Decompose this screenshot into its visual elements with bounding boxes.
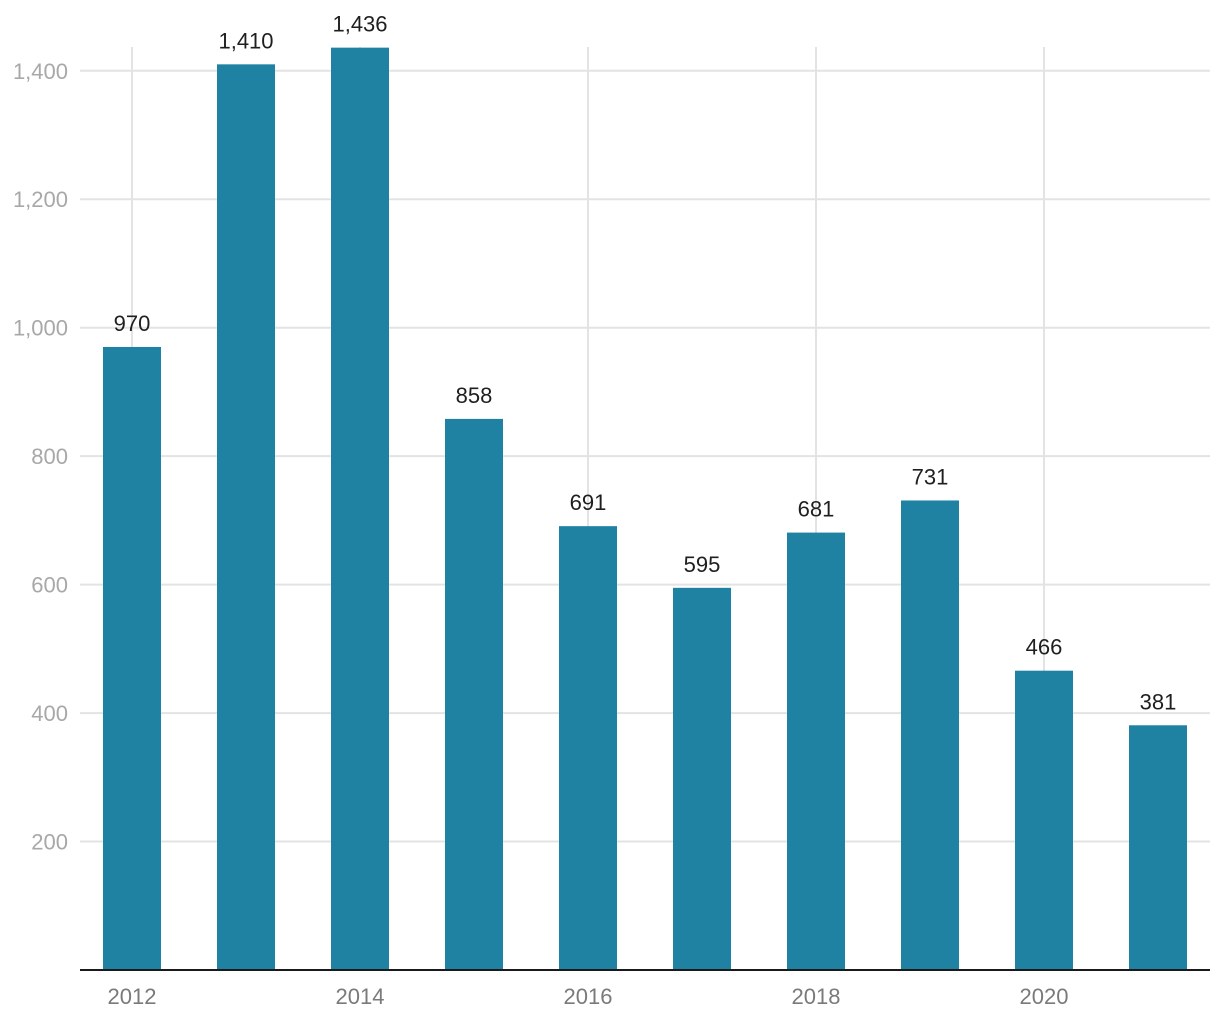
y-tick-label: 200 bbox=[31, 830, 68, 855]
y-tick-label: 1,200 bbox=[13, 187, 68, 212]
bar-2021 bbox=[1129, 725, 1187, 970]
bar-2020 bbox=[1015, 670, 1073, 970]
data-label-2013: 1,410 bbox=[218, 28, 273, 53]
data-labels-layer: 970 1,410 1,436 858 691 595 681 731 466 381 bbox=[114, 12, 1177, 715]
bar-2013 bbox=[217, 64, 275, 970]
bar-2019 bbox=[901, 500, 959, 970]
y-tick-label: 400 bbox=[31, 701, 68, 726]
y-tick-label: 600 bbox=[31, 573, 68, 598]
data-label-2021: 381 bbox=[1140, 689, 1177, 714]
data-label-2014: 1,436 bbox=[332, 12, 387, 37]
data-label-2020: 466 bbox=[1026, 635, 1063, 660]
y-tick-label: 800 bbox=[31, 444, 68, 469]
bar-2017 bbox=[673, 587, 731, 970]
data-label-2017: 595 bbox=[684, 552, 721, 577]
y-tick-label: 1,000 bbox=[13, 316, 68, 341]
x-tick-label: 2020 bbox=[1020, 984, 1069, 1009]
x-tick-label: 2018 bbox=[792, 984, 841, 1009]
x-tick-label: 2016 bbox=[564, 984, 613, 1009]
data-label-2012: 970 bbox=[114, 311, 151, 336]
bar-2016 bbox=[559, 526, 617, 970]
x-tick-label: 2014 bbox=[336, 984, 385, 1009]
x-tick-label: 2012 bbox=[108, 984, 157, 1009]
bar-2018 bbox=[787, 532, 845, 970]
data-label-2019: 731 bbox=[912, 464, 949, 489]
bar-2015 bbox=[445, 418, 503, 970]
y-tick-label: 1,400 bbox=[13, 59, 68, 84]
bar-2012 bbox=[103, 346, 161, 970]
data-label-2016: 691 bbox=[570, 490, 607, 515]
data-label-2018: 681 bbox=[798, 497, 835, 522]
data-label-2015: 858 bbox=[456, 383, 493, 408]
bars-layer bbox=[103, 47, 1187, 970]
axis-layer: 200 400 600 800 1,000 1,200 1,400 2012 2014 2016 2… bbox=[13, 59, 1210, 1009]
bar-2014 bbox=[331, 47, 389, 970]
